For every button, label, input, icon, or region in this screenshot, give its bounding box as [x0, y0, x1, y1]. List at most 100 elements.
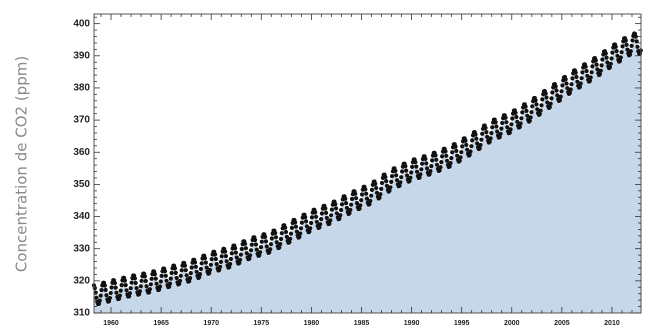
data-point: [248, 248, 254, 253]
data-point: [253, 237, 258, 243]
data-point: [323, 206, 328, 211]
data-point: [163, 273, 168, 278]
data-point: [228, 261, 233, 267]
data-point: [308, 226, 313, 231]
data-point: [117, 293, 122, 298]
data-point: [127, 291, 132, 296]
data-point: [635, 44, 640, 49]
data-point: [209, 257, 214, 262]
data-point: [103, 287, 108, 293]
data-point: [268, 247, 273, 252]
data-point: [229, 251, 234, 256]
data-point: [535, 107, 540, 112]
data-point: [157, 284, 163, 289]
data-point: [314, 219, 319, 224]
data-point: [514, 114, 519, 120]
data-point: [587, 78, 593, 83]
y-tick-label: 380: [73, 83, 90, 94]
data-point: [207, 271, 212, 276]
data-point: [324, 210, 329, 215]
data-point: [384, 183, 390, 188]
data-point: [518, 121, 523, 126]
data-point: [148, 282, 153, 287]
data-point: [485, 134, 490, 139]
data-point: [418, 172, 423, 177]
x-tick-label: 1975: [254, 320, 270, 327]
data-point: [337, 216, 342, 221]
data-point: [147, 287, 152, 292]
data-point: [413, 160, 418, 165]
data-point: [248, 253, 253, 258]
data-point: [569, 82, 574, 87]
data-point: [243, 241, 248, 246]
data-point: [114, 290, 119, 295]
x-tick-label: 2010: [604, 320, 620, 327]
data-point: [599, 63, 604, 68]
data-point: [414, 164, 419, 169]
data-point: [374, 185, 379, 191]
data-point: [144, 284, 149, 289]
data-point: [610, 50, 615, 55]
data-point: [608, 61, 613, 66]
data-point: [123, 283, 128, 288]
data-point: [197, 275, 202, 280]
data-point: [627, 52, 633, 57]
data-point: [129, 280, 134, 285]
data-point: [284, 234, 289, 239]
data-point: [624, 42, 629, 47]
data-point: [329, 213, 334, 218]
data-point: [333, 202, 338, 207]
data-point: [445, 158, 450, 163]
data-point: [348, 207, 353, 212]
data-point: [317, 225, 322, 230]
data-point: [584, 68, 589, 74]
data-point: [249, 242, 254, 247]
data-point: [113, 285, 118, 290]
data-point: [244, 251, 249, 256]
data-point: [238, 252, 243, 257]
data-point: [377, 195, 382, 200]
data-point: [597, 72, 603, 77]
data-point: [304, 224, 309, 229]
data-point: [379, 186, 384, 191]
data-point: [579, 76, 584, 81]
data-point: [463, 138, 468, 143]
data-point: [477, 146, 482, 151]
data-point: [273, 235, 279, 240]
data-point: [468, 149, 473, 154]
data-point: [539, 103, 544, 108]
data-point: [324, 215, 329, 220]
data-point: [453, 144, 458, 149]
data-point: [228, 256, 233, 262]
data-point: [408, 175, 413, 180]
data-point: [449, 156, 454, 161]
data-point: [430, 158, 435, 163]
data-point: [154, 281, 159, 286]
data-point: [304, 219, 309, 224]
data-point: [182, 263, 188, 268]
data-point: [423, 156, 428, 161]
data-point: [258, 250, 263, 255]
data-point: [499, 126, 504, 131]
data-point: [425, 166, 430, 171]
data-point: [564, 81, 569, 86]
data-point: [397, 183, 402, 188]
data-point: [415, 169, 420, 174]
data-point: [299, 220, 304, 225]
data-point: [102, 283, 107, 288]
data-point: [567, 90, 573, 96]
data-point: [507, 130, 512, 135]
ticks-layer: [94, 14, 641, 314]
data-point: [524, 108, 529, 113]
data-point: [108, 290, 113, 296]
data-point: [309, 215, 314, 220]
data-point: [417, 175, 422, 180]
data-point: [455, 153, 460, 158]
data-point: [159, 273, 164, 278]
data-point: [429, 164, 434, 169]
data-point: [604, 55, 609, 60]
data-point: [583, 64, 588, 69]
data-point: [344, 201, 349, 206]
x-tick-label: 1985: [354, 320, 370, 327]
data-point: [438, 165, 443, 170]
